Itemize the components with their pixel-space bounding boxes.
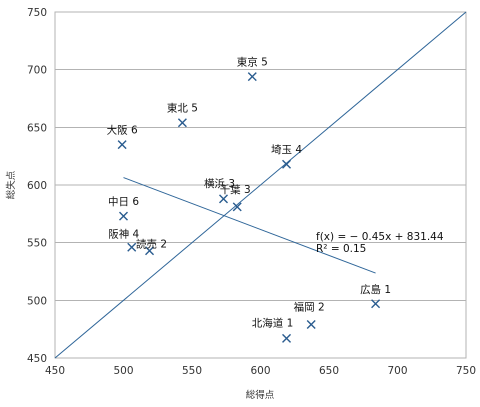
scatter-point-2 — [117, 140, 127, 150]
y-tick-labels: 450 500 550 600 650 700 750 — [27, 7, 47, 365]
x-tick-550: 550 — [182, 365, 202, 377]
plot-frame — [54, 11, 467, 359]
x-tick-600: 600 — [250, 365, 270, 377]
scatter-point-5 — [232, 202, 242, 212]
point-label-10: 福岡 2 — [294, 301, 325, 314]
point-label-11: 北海道 1 — [252, 316, 294, 329]
point-label-1: 東北 5 — [167, 102, 198, 115]
point-label-7: 阪神 4 — [108, 227, 139, 240]
scatter-point-7 — [127, 242, 137, 252]
y-tick-450: 450 — [27, 353, 47, 365]
x-tick-labels: 450 500 550 600 650 700 750 — [45, 365, 476, 377]
scatter-point-11 — [282, 333, 292, 343]
reference-line-layer — [54, 11, 467, 359]
point-label-8: 読売 2 — [136, 238, 167, 251]
scatter-point-3 — [282, 159, 292, 169]
trendline — [123, 177, 376, 274]
y-tick-600: 600 — [27, 180, 47, 192]
scatter-point-10 — [306, 320, 316, 330]
x-tick-650: 650 — [319, 365, 339, 377]
x-tick-700: 700 — [387, 365, 407, 377]
y-axis-title: 総失点 — [5, 170, 17, 199]
point-label-2: 大阪 6 — [107, 124, 138, 137]
point-label-0: 東京 5 — [237, 56, 268, 69]
reference-line — [54, 11, 467, 359]
point-labels-layer: 東京 5 東北 5 大阪 6 埼玉 4 横浜 3千葉 3 中日 6 阪神 4読売 2 広島 1… — [107, 56, 391, 330]
trendline-r-squared: R² = 0.15 — [316, 243, 366, 255]
point-label-9: 広島 1 — [360, 283, 391, 296]
x-tick-450: 450 — [45, 365, 65, 377]
y-tick-700: 700 — [27, 65, 47, 77]
y-tick-650: 650 — [27, 122, 47, 134]
markers-layer — [117, 72, 381, 343]
x-tick-750: 750 — [456, 365, 476, 377]
point-label-3: 埼玉 4 — [271, 143, 302, 156]
scatter-point-1 — [177, 118, 187, 128]
x-axis-title: 総得点 — [246, 389, 275, 401]
x-tick-500: 500 — [113, 365, 133, 377]
point-label-6: 中日 6 — [108, 195, 139, 208]
point-label-4: 横浜 3 — [204, 177, 235, 190]
y-tick-750: 750 — [27, 7, 47, 19]
trendline-equation: f(x) = − 0.45x + 831.44 — [316, 231, 444, 243]
y-tick-500: 500 — [27, 295, 47, 307]
scatter-point-8 — [145, 246, 155, 256]
point-label-5: 千葉 3 — [220, 183, 251, 196]
scatter-point-6 — [119, 211, 128, 221]
scatter-point-9 — [371, 299, 381, 309]
trendline-layer — [123, 177, 376, 274]
y-tick-550: 550 — [27, 238, 47, 250]
scatter-point-4 — [219, 194, 229, 204]
scatter-point-0 — [247, 72, 257, 82]
